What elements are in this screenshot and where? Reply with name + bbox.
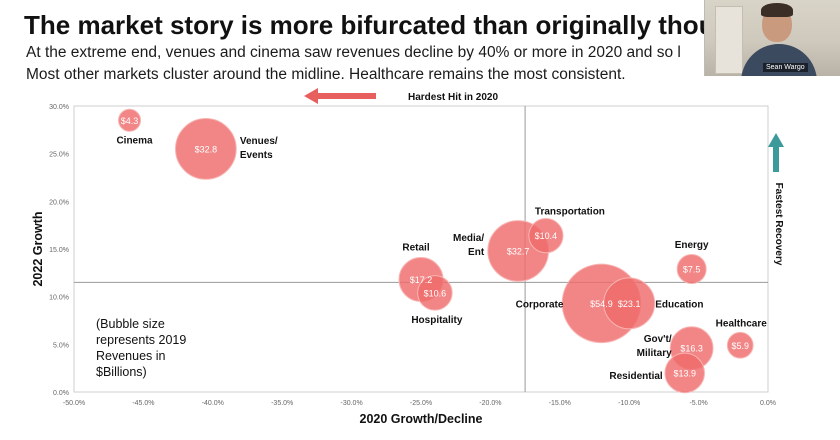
presenter-hair <box>761 3 793 17</box>
y-tick-label: 10.0% <box>49 295 69 302</box>
category-label: Transportation <box>535 207 605 218</box>
fastest-recovery-arrow-head <box>768 133 784 147</box>
y-axis-title: 2022 Growth <box>31 211 45 286</box>
category-label: Residential <box>609 371 663 382</box>
category-label: Cinema <box>116 135 153 146</box>
bubble-value-label: $10.4 <box>535 231 558 241</box>
bubble <box>664 352 705 394</box>
y-tick-label: 20.0% <box>49 199 69 206</box>
x-tick-label: -20.0% <box>479 400 501 407</box>
y-tick-label: 15.0% <box>49 247 69 254</box>
presenter-name-tag: Sean Wargo <box>763 63 808 72</box>
x-tick-label: -45.0% <box>132 400 154 407</box>
bubble-size-note: (Bubble size represents 2019 Revenues in… <box>96 317 187 379</box>
fastest-recovery-arrow-shaft <box>773 146 779 172</box>
bubble <box>676 254 707 285</box>
bubble-value-label: $32.7 <box>507 246 530 256</box>
x-tick-label: -30.0% <box>341 400 363 407</box>
bubble-value-label: $17.2 <box>410 275 433 285</box>
bubble-value-label: $16.3 <box>680 344 703 354</box>
category-label: Gov't/Military <box>637 334 672 359</box>
bubble <box>603 277 656 330</box>
bubble <box>118 108 142 132</box>
bubble <box>175 118 237 180</box>
bubble-value-label: $4.3 <box>121 116 139 126</box>
subtitle-line-2: Most other markets cluster around the mi… <box>26 66 626 83</box>
bubble-chart: -50.0% -45.0% -40.0% -35.0% -30.0% -25.0% -20.… <box>31 88 784 426</box>
y-tick-label: 0.0% <box>53 390 69 397</box>
bubble <box>417 275 453 311</box>
category-label: Healthcare <box>716 318 768 329</box>
x-tick-label: -25.0% <box>410 400 432 407</box>
slide-title: The market story is more bifurcated than… <box>24 10 763 40</box>
x-axis-title: 2020 Growth/Decline <box>360 412 483 426</box>
bubble-value-label: $54.9 <box>590 299 613 309</box>
x-tick-label: -50.0% <box>63 400 85 407</box>
plot-frame <box>73 105 769 393</box>
x-tick-label: -10.0% <box>618 400 640 407</box>
hardest-hit-arrow-shaft <box>316 93 376 99</box>
category-label: Venues/Events <box>240 136 278 161</box>
category-label: Retail <box>402 243 429 254</box>
category-label: Corporate <box>516 299 564 310</box>
bubble-value-label: $32.8 <box>195 144 218 154</box>
hardest-hit-arrow-head <box>304 88 318 104</box>
x-tick-label: -5.0% <box>689 400 707 407</box>
subtitle-line-1: At the extreme end, venues and cinema sa… <box>26 44 681 61</box>
bubble-value-label: $13.9 <box>673 368 696 378</box>
category-label: Education <box>655 299 703 310</box>
fastest-recovery-label: Fastest Recovery <box>773 183 784 266</box>
category-label: Energy <box>675 240 709 251</box>
x-tick-label: 0.0% <box>760 400 776 407</box>
y-tick-label: 30.0% <box>49 104 69 111</box>
bubble-value-label: $10.6 <box>424 288 447 298</box>
y-tick-label: 5.0% <box>53 342 69 349</box>
y-tick-label: 25.0% <box>49 152 69 159</box>
x-tick-label: -35.0% <box>271 400 293 407</box>
x-tick-label: -15.0% <box>549 400 571 407</box>
bubble <box>726 331 754 359</box>
bubble-value-label: $5.9 <box>731 341 749 351</box>
presenter-video-tile[interactable]: Sean Wargo <box>704 0 840 76</box>
hardest-hit-label: Hardest Hit in 2020 <box>408 92 498 103</box>
bubble <box>528 218 564 254</box>
bubble-value-label: $7.5 <box>683 265 701 275</box>
bubble-value-label: $23.1 <box>618 299 641 309</box>
category-label: Media/Ent <box>453 233 485 258</box>
x-tick-label: -40.0% <box>202 400 224 407</box>
background-door <box>715 6 743 74</box>
category-label: Hospitality <box>411 315 463 326</box>
